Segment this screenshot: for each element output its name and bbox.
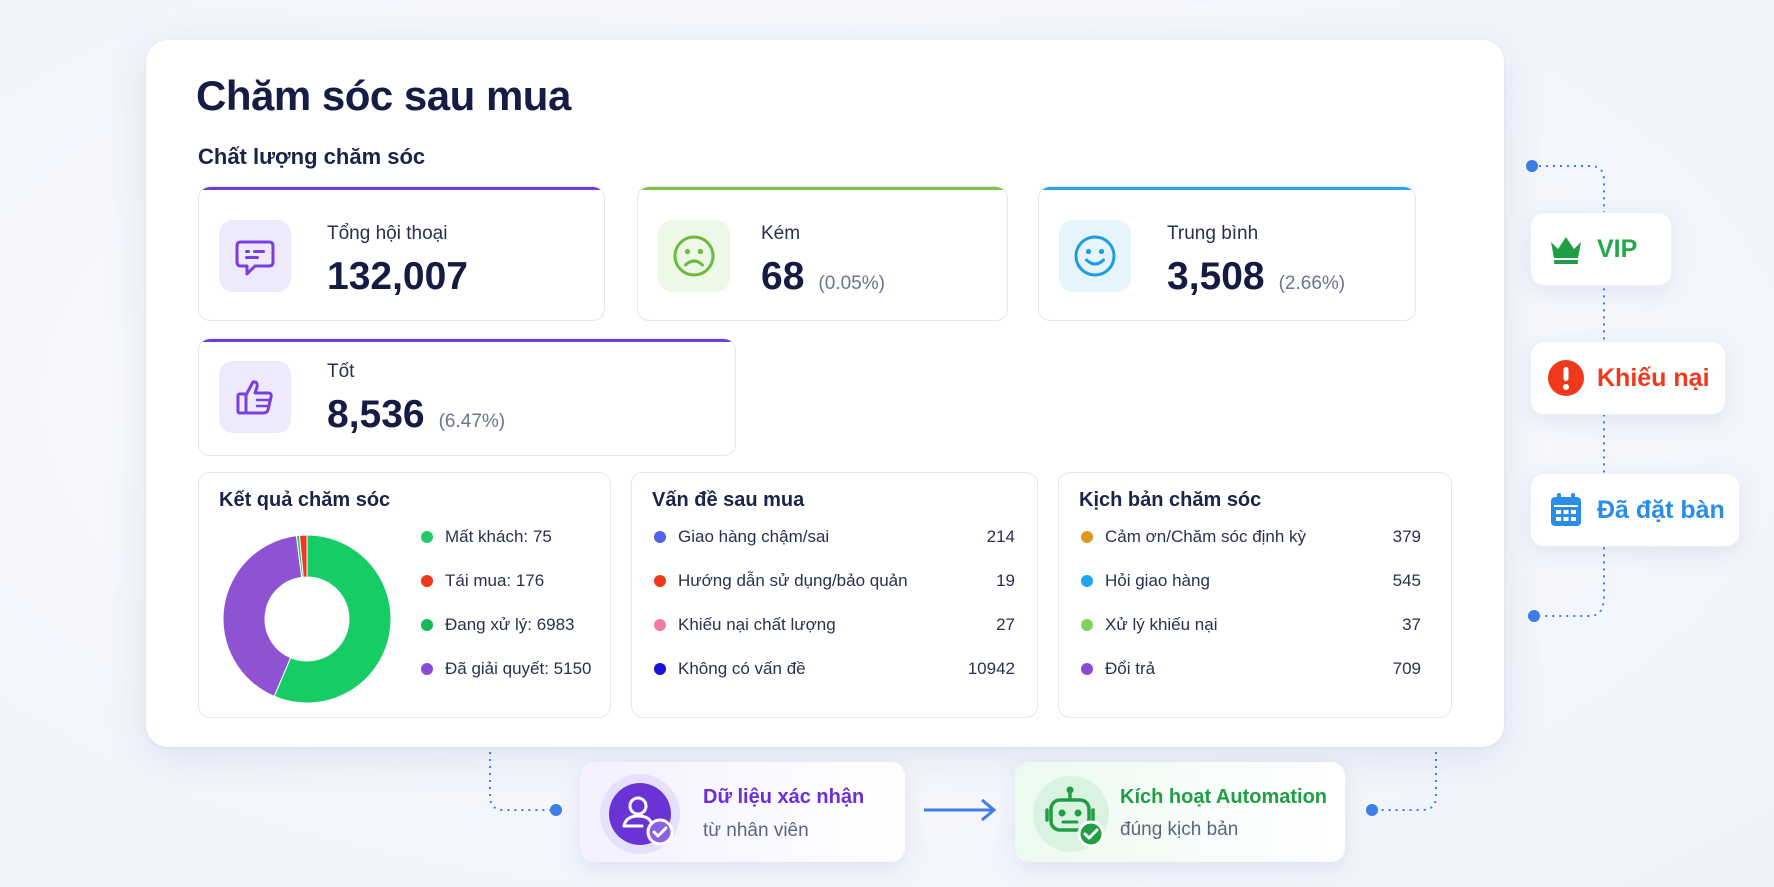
scripts-title: Kịch bản chăm sóc <box>1079 489 1262 511</box>
stat-value: 3,508 (2.66%) <box>1167 255 1346 298</box>
legend-item: Đang xử lý: 6983 <box>421 615 575 635</box>
card-accent-line <box>638 187 1007 190</box>
user-check-icon <box>598 772 682 856</box>
list-item[interactable]: Hướng dẫn sử dụng/bảo quản 19 <box>654 571 1015 591</box>
card-accent-line <box>199 339 735 342</box>
legend-dot <box>1081 531 1093 543</box>
legend-dot <box>421 619 433 631</box>
smile-face-icon <box>1059 220 1131 292</box>
flow-subtitle: đúng kịch bản <box>1120 819 1239 840</box>
crown-icon <box>1547 230 1585 268</box>
badge-complaint[interactable]: Khiếu nại <box>1530 341 1726 415</box>
results-title: Kết quả chăm sóc <box>219 489 391 511</box>
legend-dot <box>1081 619 1093 631</box>
stat-card-average[interactable]: Trung bình 3,508 (2.66%) <box>1038 186 1416 321</box>
stat-label: Tốt <box>327 361 355 382</box>
stat-label: Tổng hội thoại <box>327 223 448 244</box>
thumbs-up-icon <box>219 361 291 433</box>
list-item[interactable]: Đổi trả 709 <box>1081 659 1421 679</box>
stat-label: Kém <box>761 223 801 244</box>
legend-dot <box>421 663 433 675</box>
list-item[interactable]: Giao hàng chậm/sai 214 <box>654 527 1015 547</box>
stat-percent: (0.05%) <box>818 273 885 294</box>
badge-label: Khiếu nại <box>1597 363 1710 392</box>
issues-list: Giao hàng chậm/sai 214 Hướng dẫn sử dụng/… <box>632 527 1015 707</box>
alert-icon <box>1547 359 1585 397</box>
donut-slice-đã-giải-quyết[interactable] <box>222 535 303 697</box>
results-card: Kết quả chăm sóc Mất khách: 75 Tái mua: … <box>198 472 611 718</box>
list-item[interactable]: Xử lý khiếu nại 37 <box>1081 615 1421 635</box>
flow-title: Dữ liệu xác nhận <box>703 786 865 808</box>
badge-label: VIP <box>1597 234 1638 263</box>
flow-subtitle: từ nhân viên <box>703 820 809 841</box>
calendar-icon <box>1547 491 1585 529</box>
sad-face-icon <box>658 220 730 292</box>
stat-value: 68 (0.05%) <box>761 255 885 298</box>
card-accent-line <box>1039 187 1415 190</box>
page-title: Chăm sóc sau mua <box>196 72 571 119</box>
donut-chart <box>222 534 392 704</box>
stat-label: Trung bình <box>1167 223 1259 244</box>
legend-dot <box>654 663 666 675</box>
legend-item: Tái mua: 176 <box>421 571 544 591</box>
flow-card-confirmed-data[interactable]: Dữ liệu xác nhận từ nhân viên <box>580 762 905 862</box>
flow-title: Kích hoạt Automation <box>1120 786 1328 808</box>
legend-item: Mất khách: 75 <box>421 527 552 547</box>
badge-reserved[interactable]: Đã đặt bàn <box>1530 473 1740 547</box>
legend-dot <box>1081 663 1093 675</box>
list-item[interactable]: Khiếu nại chất lượng 27 <box>654 615 1015 635</box>
legend-dot <box>654 619 666 631</box>
issues-card: Vấn đề sau mua Giao hàng chậm/sai 214 Hướ… <box>631 472 1038 718</box>
list-item[interactable]: Hỏi giao hàng 545 <box>1081 571 1421 591</box>
stat-card-good[interactable]: Tốt 8,536 (6.47%) <box>198 338 736 456</box>
legend-dot <box>421 531 433 543</box>
stat-percent: (6.47%) <box>438 411 506 432</box>
stat-percent: (2.66%) <box>1278 273 1346 294</box>
scripts-list: Cảm ơn/Chăm sóc định kỳ 379 Hỏi giao hàng… <box>1059 527 1421 707</box>
legend-dot <box>654 531 666 543</box>
legend-dot <box>421 575 433 587</box>
badge-label: Đã đặt bàn <box>1597 495 1725 524</box>
donut-slice-đang-xử-lý[interactable] <box>273 534 392 704</box>
flow-card-automation[interactable]: Kích hoạt Automation đúng kịch bản <box>1015 762 1345 862</box>
stat-card-total[interactable]: Tổng hội thoại 132,007 <box>198 186 605 321</box>
stat-value: 8,536 (6.47%) <box>327 393 506 436</box>
stat-card-poor[interactable]: Kém 68 (0.05%) <box>637 186 1008 321</box>
issues-title: Vấn đề sau mua <box>652 489 805 511</box>
badge-vip[interactable]: VIP <box>1530 212 1672 286</box>
chat-bubble-icon <box>219 220 291 292</box>
list-item[interactable]: Cảm ơn/Chăm sóc định kỳ 379 <box>1081 527 1421 547</box>
robot-check-icon <box>1029 772 1113 856</box>
card-accent-line <box>199 187 604 190</box>
results-legend: Mất khách: 75 Tái mua: 176 Đang xử lý: 6… <box>399 527 599 707</box>
main-panel: Chăm sóc sau mua Chất lượng chăm sóc Tổn… <box>146 40 1504 747</box>
stat-value: 132,007 <box>327 255 468 298</box>
legend-dot <box>1081 575 1093 587</box>
section-title: Chất lượng chăm sóc <box>198 144 426 169</box>
legend-item: Đã giải quyết: 5150 <box>421 659 592 679</box>
scripts-card: Kịch bản chăm sóc Cảm ơn/Chăm sóc định k… <box>1058 472 1452 718</box>
list-item[interactable]: Không có vấn đề 10942 <box>654 659 1015 679</box>
legend-dot <box>654 575 666 587</box>
